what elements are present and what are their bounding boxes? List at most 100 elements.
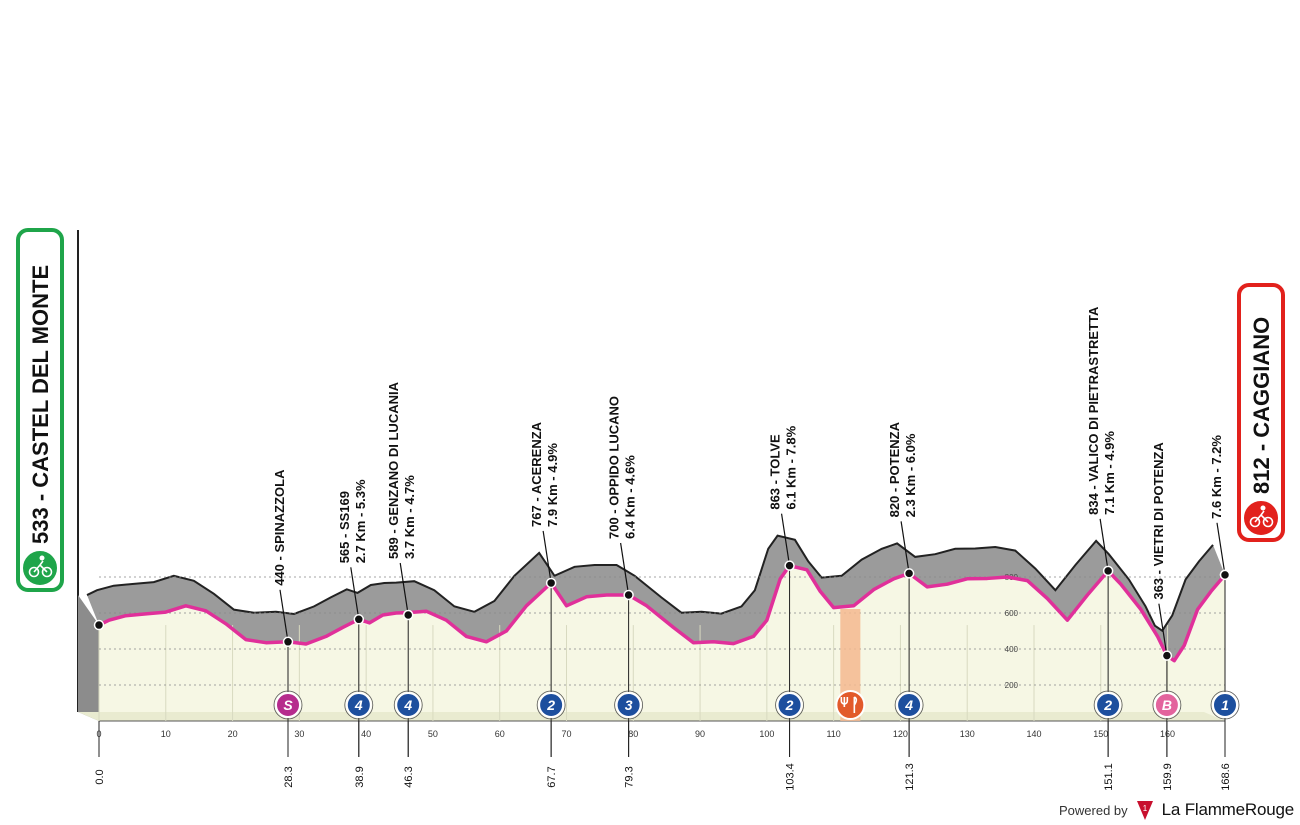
climb-label-group: 363 - VIETRI DI POTENZA — [1151, 442, 1166, 600]
climb-category-badge — [896, 692, 923, 718]
climb-point-marker — [402, 609, 414, 621]
bike-frame — [1254, 510, 1269, 523]
climb-badge-ring — [1093, 690, 1123, 720]
climb-badge-ring — [1210, 690, 1240, 720]
km-position-label: 159.9 — [1162, 763, 1174, 791]
cyclist-finish-icon — [1249, 505, 1274, 528]
bike-wheel-rear — [1249, 516, 1261, 528]
climb-leader-line — [542, 530, 552, 584]
climb-stats-label: 7.1 Km - 4.9% — [1102, 431, 1117, 515]
km-label-group: 168.6 — [1220, 763, 1232, 791]
profile-side-face — [78, 595, 99, 721]
finish-capsule-disc — [1242, 499, 1280, 537]
x-tick-label: 120 — [893, 729, 908, 739]
climb-category-badge — [1153, 692, 1180, 718]
climb-point-marker — [545, 577, 557, 589]
x-tick-label: 70 — [561, 729, 571, 739]
climb-badge-ring — [344, 690, 374, 720]
climb-stats-label: 7.9 Km - 4.9% — [545, 443, 560, 527]
x-tick-label: 40 — [361, 729, 371, 739]
climb-category-badge — [1212, 692, 1238, 718]
start-capsule — [16, 228, 64, 592]
km-label-group: 0.0 — [94, 769, 106, 784]
km-label-group: 103.4 — [785, 763, 797, 791]
climb-name-label: 7.6 Km - 7.2% — [1209, 435, 1224, 519]
km-position-label: 103.4 — [785, 763, 797, 791]
km-position-label: 168.6 — [1220, 763, 1232, 791]
climb-leader-line — [900, 521, 910, 574]
climb-category-badge — [538, 692, 565, 718]
climb-label-group: 7.6 Km - 7.2% — [1209, 435, 1224, 519]
bike-wheel-front — [41, 566, 53, 578]
x-tick-label: 110 — [826, 729, 840, 739]
x-tick-label: 140 — [1026, 729, 1041, 739]
climb-badge-ring — [393, 690, 423, 720]
km-label-group: 159.9 — [1162, 763, 1174, 791]
climb-label-group: 863 - TOLVE 6.1 Km - 7.8% — [768, 425, 799, 509]
climb-label-group: 820 - POTENZA 2.3 Km - 6.0% — [887, 421, 918, 517]
climb-badge-label: 4 — [354, 697, 363, 713]
climb-badge-label: 4 — [904, 697, 913, 713]
x-tick-label: 80 — [628, 729, 638, 739]
footer-attribution: Powered by 1 La FlammeRouge — [1059, 799, 1294, 821]
climb-name-label: 363 - VIETRI DI POTENZA — [1151, 442, 1166, 600]
climb-name-label: 834 - VALICO DI PIETRASTRETTA — [1086, 306, 1101, 515]
climb-stats-label: 3.7 Km - 4.7% — [402, 475, 417, 559]
climb-name-label: 589 - GENZANO DI LUCANIA — [386, 381, 401, 559]
finish-capsule — [1237, 283, 1285, 542]
climb-badge-label: 4 — [403, 697, 412, 713]
climb-point-marker — [1161, 650, 1173, 661]
climb-point-marker — [353, 614, 365, 625]
climb-badge-label: 2 — [546, 697, 555, 713]
km-label-group: 28.3 — [283, 766, 295, 787]
finish-capsule-label-group: 812 - CAGGIANO — [1249, 317, 1274, 494]
km-label-group: 121.3 — [904, 763, 916, 791]
x-tick-label: 30 — [294, 729, 304, 739]
climb-name-label: 565 - SS169 — [337, 491, 352, 563]
start-capsule-disc — [21, 549, 59, 587]
svg-text:1: 1 — [1142, 804, 1147, 813]
ground-base-edge — [78, 712, 1225, 721]
x-tick-label: 130 — [960, 729, 975, 739]
climb-point-marker — [623, 589, 634, 601]
profile-shadow-surface — [87, 535, 1225, 661]
climb-badge-label: 3 — [625, 697, 633, 713]
feed-zone-badge — [835, 690, 866, 720]
climb-badge-label: 2 — [785, 697, 794, 713]
bike-rider-head — [1260, 505, 1266, 511]
start-capsule-label-group: 533 - CASTEL DEL MONTE — [28, 265, 53, 544]
climb-leader-line — [620, 542, 630, 596]
cyclist-start-icon — [28, 555, 53, 578]
x-tick-label: 10 — [161, 729, 171, 739]
y-tick-label: 400 — [1005, 645, 1019, 654]
climb-category-badge — [776, 692, 803, 718]
x-tick-label: 160 — [1160, 729, 1175, 739]
km-position-label: 151.1 — [1103, 763, 1115, 791]
x-tick-label: 90 — [695, 729, 705, 739]
fork-knife-icon — [840, 696, 858, 713]
km-label-group: 46.3 — [403, 766, 415, 787]
climb-label-group: 565 - SS169 2.7 Km - 5.3% — [337, 479, 368, 563]
climb-category-badge — [1095, 692, 1122, 718]
climb-badge-ring — [536, 690, 566, 720]
climb-label-group: 589 - GENZANO DI LUCANIA 3.7 Km - 4.7% — [386, 381, 417, 559]
flame-logo-icon: 1 — [1136, 801, 1153, 820]
climb-point-marker — [282, 636, 294, 648]
climb-badge-ring — [1152, 690, 1182, 720]
profile-ground-area — [99, 565, 1225, 721]
start-capsule-label: 533 - CASTEL DEL MONTE — [28, 265, 53, 544]
climb-badge-label: S — [283, 697, 293, 713]
climb-label-group: 767 - ACERENZA 7.9 Km - 4.9% — [529, 421, 560, 527]
climb-leader-line — [399, 562, 409, 616]
km-position-label: 46.3 — [403, 766, 415, 787]
km-label-group: 79.3 — [624, 766, 636, 787]
x-tick-label: 20 — [228, 729, 238, 739]
climb-badge-ring — [614, 690, 644, 720]
climb-label-group: 834 - VALICO DI PIETRASTRETTA 7.1 Km - 4.… — [1086, 306, 1117, 515]
x-tick-label: 100 — [759, 729, 774, 739]
climb-leader-line — [1099, 518, 1109, 571]
km-label-group: 151.1 — [1103, 763, 1115, 791]
climb-label-group: 440 - SPINAZZOLA — [272, 469, 287, 586]
x-tick-label: 150 — [1093, 729, 1108, 739]
